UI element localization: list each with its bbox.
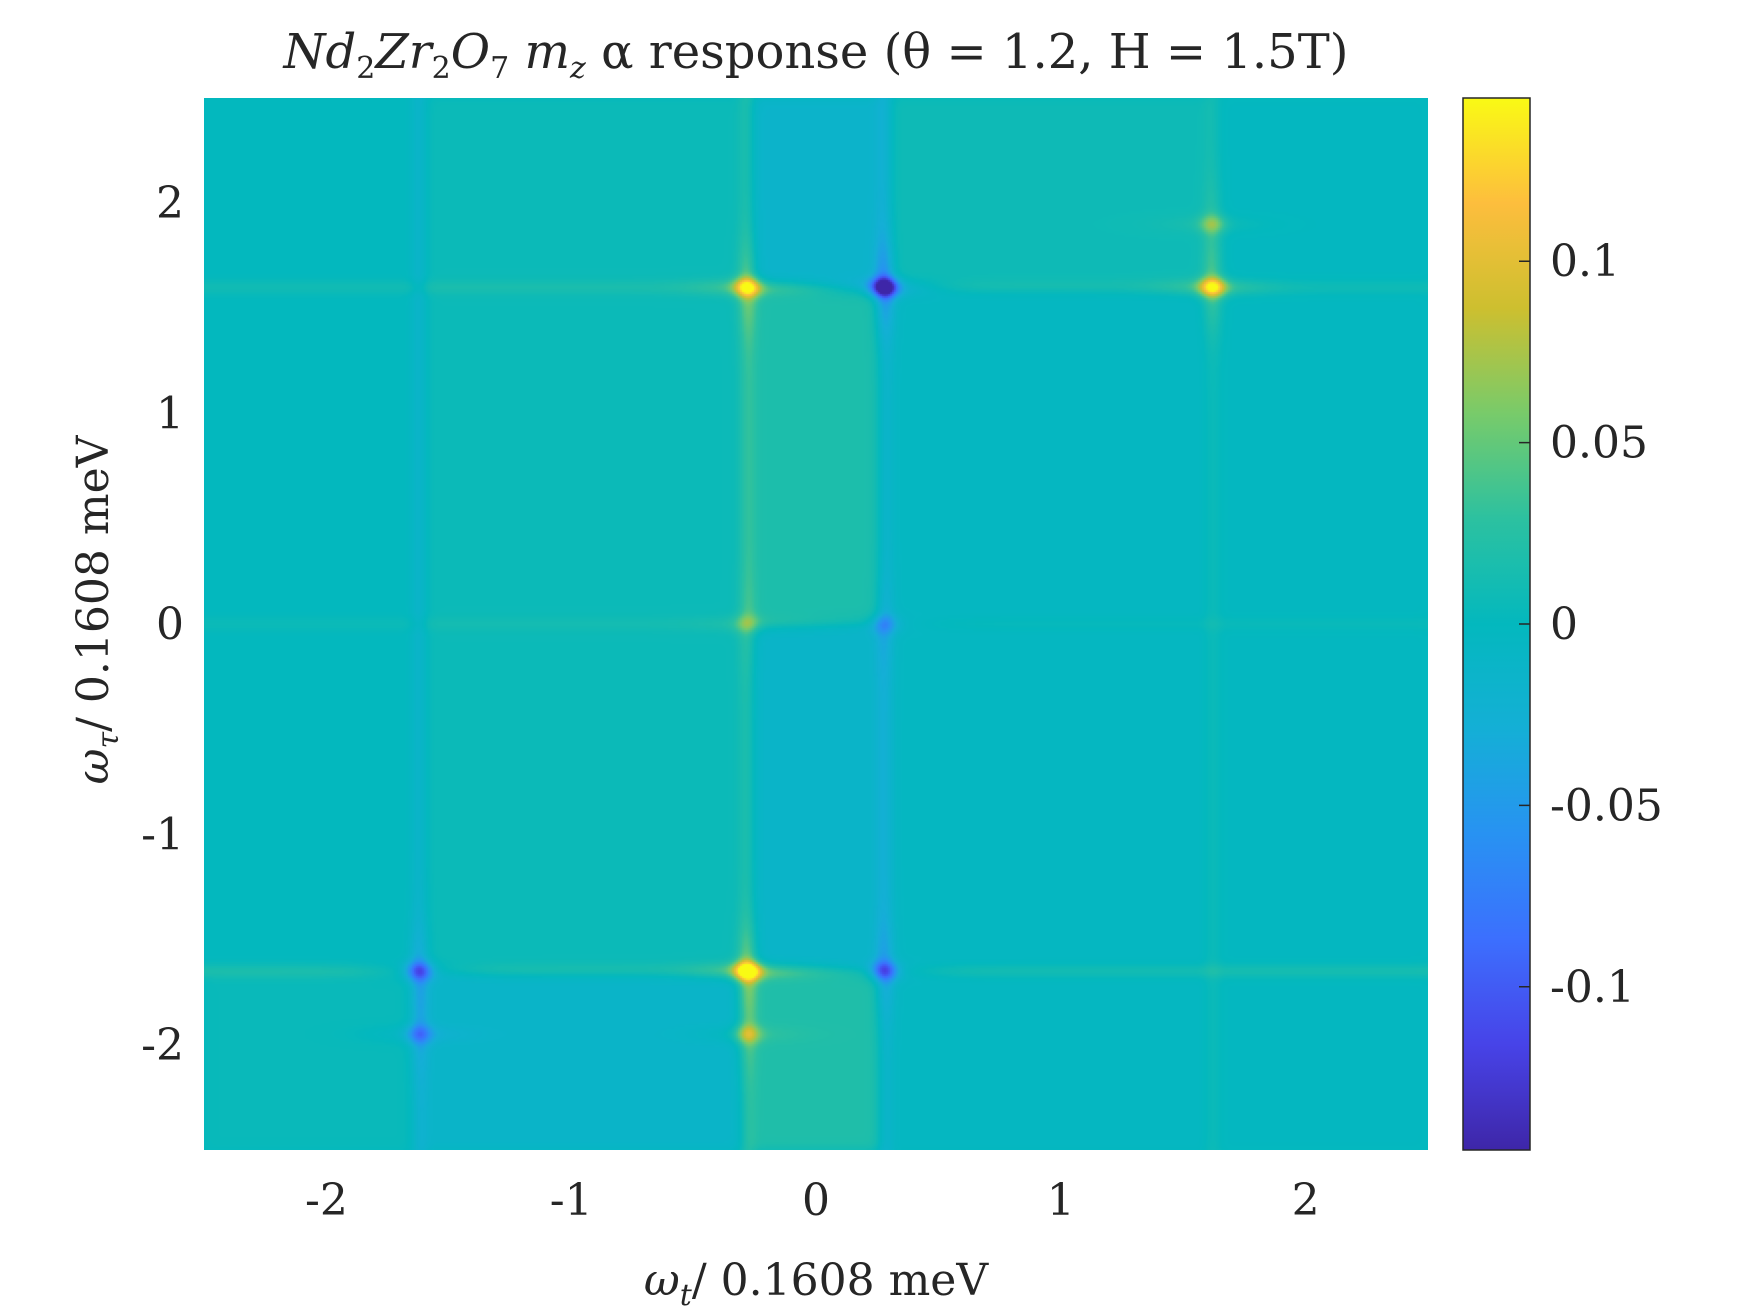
x-tick-label: 0: [802, 1175, 830, 1226]
heatmap-image: [204, 98, 1428, 1150]
x-tick-label: 2: [1292, 1175, 1320, 1226]
x-tick-label: -1: [550, 1175, 593, 1226]
chart-title: Nd2Zr2O7 mz α response (θ = 1.2, H = 1.5…: [283, 24, 1349, 86]
y-axis-label: ωτ/ 0.1608 meV: [68, 434, 126, 784]
y-tick-label: 0: [156, 599, 184, 650]
y-tick-label: 2: [156, 178, 184, 229]
y-axis-ticks: -2 -1 0 1 2: [141, 178, 184, 1071]
colorbar: -0.1 -0.05 0 0.05 0.1: [1462, 97, 1663, 1151]
y-tick-label: -1: [141, 809, 184, 860]
colorbar-tick-label: -0.1: [1550, 962, 1635, 1013]
colorbar-tick-label: -0.05: [1550, 780, 1663, 831]
colorbar-tick-label: 0.05: [1550, 418, 1648, 469]
heatmap-plot-area: [204, 98, 1428, 1150]
colorbar-tick-label: 0: [1550, 599, 1578, 650]
x-tick-label: 1: [1047, 1175, 1075, 1226]
colorbar-gradient: [1463, 98, 1530, 1150]
x-axis-ticks: -2 -1 0 1 2: [305, 1175, 1320, 1226]
colorbar-tick-label: 0.1: [1550, 236, 1620, 287]
x-axis-label: ωt/ 0.1608 meV: [644, 1255, 989, 1313]
y-tick-label: -2: [141, 1020, 184, 1071]
colorbar-ticks: -0.1 -0.05 0 0.05 0.1: [1519, 236, 1663, 1013]
y-tick-label: 1: [156, 389, 184, 440]
heatmap-canvas: [204, 98, 1428, 1150]
x-tick-label: -2: [305, 1175, 348, 1226]
